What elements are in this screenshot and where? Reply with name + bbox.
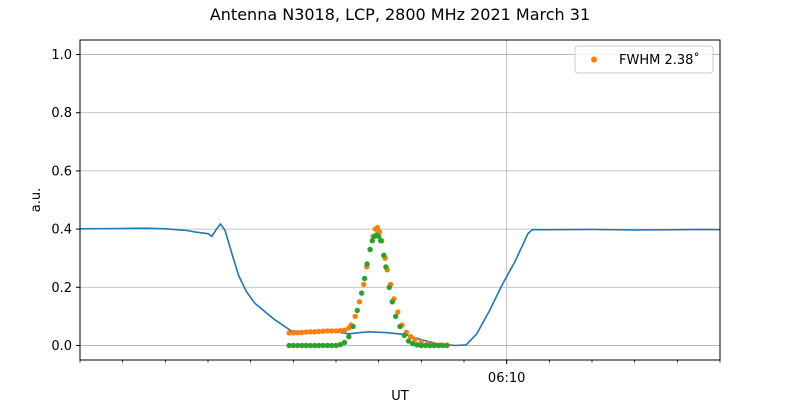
y-tick-label: 0.0 xyxy=(51,339,72,354)
data-point xyxy=(333,328,339,334)
data-point xyxy=(358,290,365,296)
data-point xyxy=(337,327,343,334)
y-tick-label: 0.6 xyxy=(51,164,72,179)
data-point xyxy=(395,309,401,315)
data-point xyxy=(422,342,429,349)
data-point xyxy=(440,342,446,349)
data-point xyxy=(352,313,358,320)
data-point xyxy=(324,328,331,334)
data-point xyxy=(341,339,348,346)
axis-ticks: 0.0 0.2 0.4 0.6 0.8 1.0 06:10 xyxy=(51,48,721,386)
data-point xyxy=(303,329,309,335)
legend-marker xyxy=(591,56,597,63)
data-point xyxy=(414,342,420,348)
data-point xyxy=(324,342,331,349)
data-point xyxy=(393,313,399,320)
data-point xyxy=(381,252,387,258)
y-tick-label: 0.8 xyxy=(51,106,72,121)
data-point xyxy=(435,342,442,349)
data-point xyxy=(303,342,309,349)
data-point xyxy=(312,329,318,335)
data-point xyxy=(427,342,433,349)
data-point xyxy=(383,264,389,270)
data-point xyxy=(346,334,352,340)
data-point xyxy=(286,342,292,349)
data-point xyxy=(361,281,367,288)
axes-frame xyxy=(79,39,721,361)
grid-lines xyxy=(80,40,720,360)
data-point xyxy=(378,238,384,244)
data-point xyxy=(354,307,360,314)
data-point xyxy=(410,341,416,347)
data-point xyxy=(356,299,363,305)
data-point xyxy=(367,246,373,253)
plot-area xyxy=(79,223,721,349)
data-point xyxy=(412,336,418,343)
legend: FWHM 2.38˚ xyxy=(574,45,714,74)
data-point xyxy=(369,238,375,244)
y-tick-label: 0.4 xyxy=(51,223,72,238)
data-point xyxy=(290,330,296,336)
data-point xyxy=(286,330,292,336)
series-2-points xyxy=(286,232,450,349)
data-point xyxy=(376,233,382,240)
data-point xyxy=(320,328,326,334)
data-point xyxy=(444,342,450,349)
series-1-points xyxy=(286,224,450,348)
data-point xyxy=(418,342,424,349)
data-point xyxy=(401,332,407,338)
data-point xyxy=(364,261,370,267)
data-point xyxy=(307,342,314,349)
x-tick-label: 06:10 xyxy=(488,371,525,386)
data-point xyxy=(307,329,314,335)
data-point xyxy=(312,342,318,349)
data-point xyxy=(316,342,322,349)
data-point xyxy=(299,342,305,349)
data-point xyxy=(294,330,301,336)
data-point xyxy=(405,338,412,344)
data-point xyxy=(408,334,414,340)
data-point xyxy=(290,342,296,349)
data-point xyxy=(320,342,326,349)
x-axis-label: UT xyxy=(391,389,409,400)
data-point xyxy=(299,329,305,336)
legend-box xyxy=(574,45,714,74)
data-point xyxy=(431,342,437,349)
data-point xyxy=(386,284,392,290)
data-point xyxy=(350,323,356,330)
data-point xyxy=(329,342,335,349)
y-tick-label: 0.2 xyxy=(51,281,72,296)
data-point xyxy=(337,341,343,348)
data-point xyxy=(316,328,322,335)
data-point xyxy=(341,327,348,333)
data-point xyxy=(329,328,335,334)
data-point xyxy=(333,342,339,349)
y-axis-label: a.u. xyxy=(29,188,44,212)
data-point xyxy=(397,323,403,330)
data-point xyxy=(389,299,395,305)
data-point xyxy=(374,224,381,231)
data-point xyxy=(361,275,368,282)
legend-label: FWHM 2.38˚ xyxy=(619,52,700,68)
chart-title: Antenna N3018, LCP, 2800 MHz 2021 March … xyxy=(210,5,590,24)
y-tick-label: 1.0 xyxy=(51,48,72,63)
data-point xyxy=(294,342,301,349)
